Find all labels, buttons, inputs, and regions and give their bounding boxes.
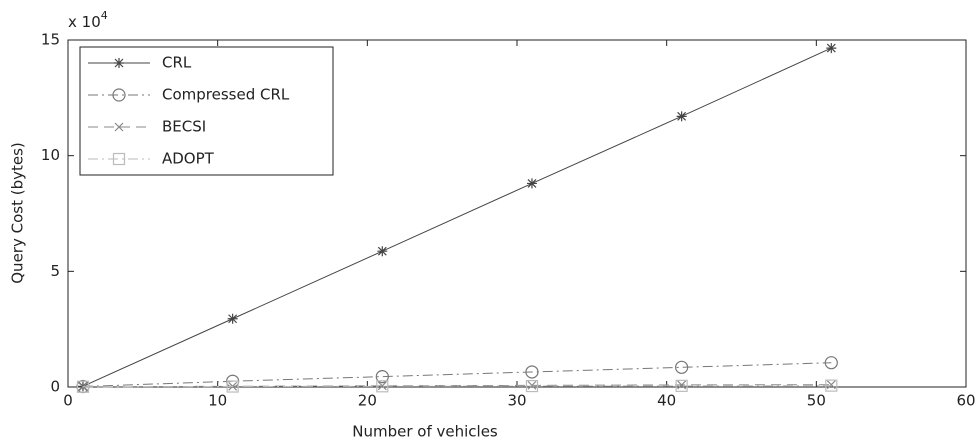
marker xyxy=(375,369,389,384)
marker xyxy=(675,379,688,392)
y-tick-label: 0 xyxy=(50,378,60,396)
x-tick-label: 40 xyxy=(657,392,676,410)
x-tick-label: 20 xyxy=(358,392,377,410)
series-line xyxy=(82,362,832,388)
legend-label: ADOPT xyxy=(162,150,215,168)
legend-label: CRL xyxy=(162,54,192,72)
y-scale-label: x 104 xyxy=(68,9,108,31)
marker xyxy=(76,380,90,393)
marker xyxy=(114,122,124,132)
y-tick-label: 15 xyxy=(41,31,60,49)
y-axis-label: Query Cost (bytes) xyxy=(9,142,27,284)
legend: CRL Compressed CRL BECSI ADOPT xyxy=(79,46,334,176)
marker xyxy=(676,111,687,122)
marker xyxy=(114,58,124,68)
marker xyxy=(227,313,238,324)
y-scale-base: x 10 xyxy=(68,13,101,31)
marker xyxy=(826,380,836,390)
legend-label: BECSI xyxy=(162,118,206,136)
y-tick-label: 10 xyxy=(41,146,60,164)
marker xyxy=(675,360,689,374)
marker xyxy=(527,380,537,390)
y-tick-label: 5 xyxy=(50,262,60,280)
marker xyxy=(377,381,387,391)
x-tick-label: 60 xyxy=(956,392,975,410)
series-line xyxy=(82,384,832,388)
marker xyxy=(526,178,537,189)
marker xyxy=(825,379,838,392)
marker xyxy=(112,152,126,166)
x-tick-label: 50 xyxy=(807,392,826,410)
marker xyxy=(377,246,388,257)
series-line xyxy=(82,47,832,387)
marker xyxy=(525,379,539,393)
legend-label: Compressed CRL xyxy=(162,86,290,104)
series-line xyxy=(82,385,832,388)
x-tick-label: 0 xyxy=(63,392,73,410)
marker xyxy=(226,380,239,393)
x-tick-label: 30 xyxy=(507,392,526,410)
x-tick-label: 10 xyxy=(208,392,227,410)
marker xyxy=(525,365,539,379)
marker xyxy=(826,43,837,54)
marker xyxy=(824,356,838,370)
marker xyxy=(112,88,126,102)
marker xyxy=(376,380,389,393)
y-scale-exponent: 4 xyxy=(101,9,108,22)
x-axis-label: Number of vehicles xyxy=(352,423,498,441)
marker xyxy=(677,380,687,390)
